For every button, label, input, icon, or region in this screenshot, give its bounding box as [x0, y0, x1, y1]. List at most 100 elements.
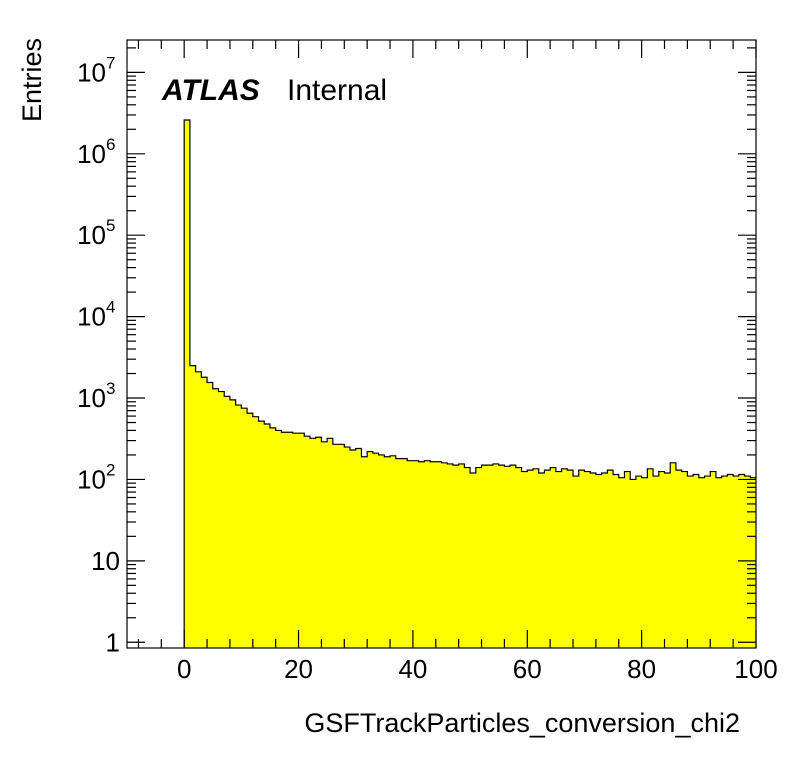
internal-label: Internal [287, 74, 387, 107]
histogram-bar [224, 396, 231, 648]
histogram-bar [212, 388, 219, 648]
histogram-bar [418, 461, 425, 648]
histogram-bar [595, 474, 602, 648]
histogram-bar [492, 463, 499, 648]
histogram-bar [309, 438, 316, 648]
histogram-bar [635, 476, 642, 648]
histogram-bar [555, 471, 562, 648]
histogram-bar [710, 471, 717, 648]
histogram-bar [184, 120, 191, 648]
x-tick-label: 80 [627, 654, 656, 684]
histogram-bar [361, 456, 368, 648]
y-tick-base: 10 [77, 220, 106, 250]
histogram-bar [607, 470, 614, 648]
plot-frame [126, 39, 757, 649]
histogram-bar [527, 470, 534, 648]
histogram-bar [189, 365, 196, 648]
histogram-bar [229, 399, 236, 648]
histogram-bars [184, 120, 757, 648]
y-tick-base: 10 [77, 383, 106, 413]
histogram-bar [258, 421, 265, 648]
y-tick-base: 10 [91, 546, 120, 576]
histogram-bar [584, 471, 591, 648]
histogram-bar [355, 448, 362, 648]
histogram-bar [401, 458, 408, 648]
histogram-bar [704, 476, 711, 648]
histogram-bar [670, 462, 677, 648]
histogram-bar [498, 465, 505, 648]
histogram-bar [618, 477, 625, 648]
histogram-bar [458, 463, 465, 648]
histogram-bar [715, 477, 722, 648]
histogram-bar [372, 453, 379, 648]
axis-ticks [127, 40, 757, 648]
histogram-bar [504, 466, 511, 648]
histogram-bar [235, 405, 242, 648]
histogram-bar [590, 472, 597, 648]
histogram-bar [424, 460, 431, 648]
y-tick-base: 1 [106, 627, 120, 657]
histogram-bar [475, 467, 482, 648]
histogram-bar [327, 438, 334, 648]
histogram-bar [561, 468, 568, 648]
y-tick-exponent: 3 [106, 379, 115, 398]
histogram-bar [390, 455, 397, 648]
histogram-bar [252, 416, 259, 648]
y-tick-base: 10 [77, 464, 106, 494]
y-tick-base: 10 [77, 57, 106, 87]
x-tick-label: 60 [513, 654, 542, 684]
histogram-bar [367, 451, 374, 648]
histogram-bar [395, 458, 402, 648]
histogram-bar [241, 408, 248, 648]
histogram-bar [721, 476, 728, 648]
histogram-bar [687, 476, 694, 648]
histogram-bar [281, 432, 288, 648]
y-tick-label: 10 4 [77, 298, 115, 332]
histogram-bar [378, 454, 385, 648]
histogram-bar [207, 382, 214, 648]
histogram-bar [487, 465, 494, 648]
histogram-bar [664, 472, 671, 648]
histogram-bar [532, 468, 540, 648]
y-tick-base: 10 [77, 302, 106, 332]
histogram-bar [430, 461, 437, 648]
y-tick-base: 10 [77, 139, 106, 169]
histogram-bar [269, 427, 276, 648]
histogram-bar [304, 436, 311, 648]
histogram-bar [744, 476, 751, 648]
y-tick-exponent: 4 [106, 298, 115, 317]
histogram-bar [441, 462, 448, 648]
histogram-bar [521, 471, 528, 648]
histogram-bar [332, 444, 339, 648]
histogram-bar [315, 437, 322, 648]
histogram-bar [515, 467, 522, 648]
histogram-bar [510, 465, 517, 648]
y-tick-label: 10 7 [77, 53, 115, 87]
histogram-bar [412, 460, 419, 648]
histogram-bar [447, 463, 454, 648]
histogram-bar [750, 477, 757, 648]
histogram-bar [298, 433, 305, 648]
histogram-bar [613, 474, 620, 648]
histogram-bar [698, 477, 705, 648]
histogram-bar [407, 460, 414, 648]
histogram-bar [727, 474, 734, 648]
histogram-bar [464, 467, 471, 648]
histogram-bar [470, 472, 477, 648]
histogram-bar [292, 433, 299, 648]
histogram-bar [573, 476, 580, 648]
y-tick-label: 10 5 [77, 216, 115, 250]
x-tick-label: 100 [734, 654, 777, 684]
histogram-bar [275, 430, 282, 648]
y-axis-title: Entries [17, 38, 47, 122]
histogram-bar [435, 461, 442, 648]
y-tick-label: 10 [91, 546, 120, 576]
histogram-bar [658, 471, 665, 648]
y-tick-exponent: 2 [106, 460, 115, 479]
x-tick-label: 20 [284, 654, 313, 684]
y-tick-label: 10 2 [77, 460, 115, 494]
histogram-bar [218, 391, 225, 648]
histogram-bar [624, 471, 631, 648]
y-tick-label: 10 6 [77, 135, 115, 169]
